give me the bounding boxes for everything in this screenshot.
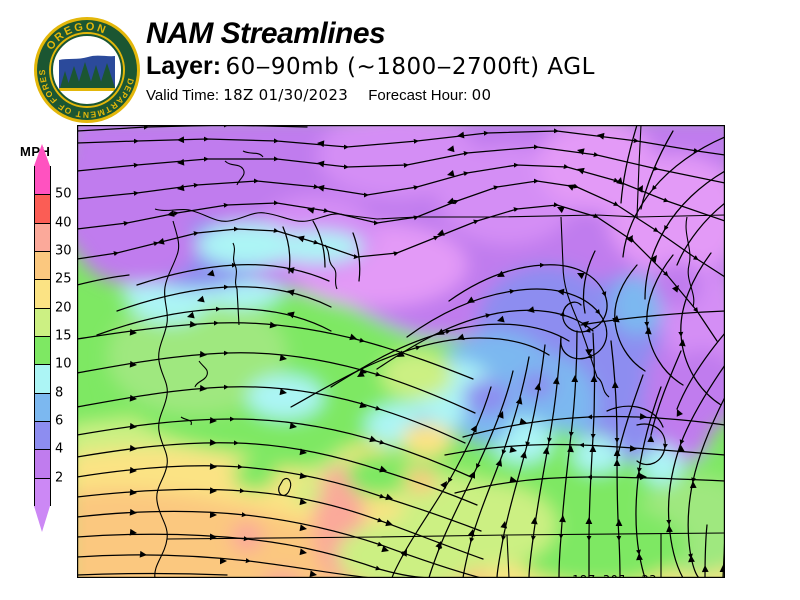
valid-time-value: 18Z 01/30/2023 (223, 86, 349, 104)
map-timestamp: 18Z 30Jan23 (572, 573, 657, 578)
forecast-hour-label: Forecast Hour: (368, 87, 468, 104)
layer-label: Layer: (146, 51, 222, 80)
streamline-map[interactable]: 18Z 30Jan23 (77, 125, 725, 578)
page-title: NAM Streamlines (146, 17, 386, 50)
streamlines (77, 125, 725, 578)
colorbar-tick-line (34, 421, 51, 422)
colorbar-tick-label: 10 (55, 356, 72, 372)
colorbar-band (34, 477, 51, 506)
colorbar-top-arrow (34, 144, 50, 166)
colorbar-tick-line (34, 194, 51, 196)
header: OREGON DEPARTMENT OF FORESTRY NAM Stream… (0, 0, 800, 123)
colorbar-tick-label: 6 (55, 413, 64, 429)
time-line: Valid Time: 18Z 01/30/2023 Forecast Hour… (146, 86, 595, 104)
colorbar-tick-label: 50 (55, 186, 72, 202)
colorbar-tick-line (34, 222, 51, 224)
streamline-arrowheads (129, 131, 725, 578)
colorbar-band (34, 194, 51, 223)
forecast-hour-value: 00 (471, 86, 492, 104)
colorbar-band (34, 421, 51, 450)
colorbar-band (34, 251, 51, 280)
colorbar-tick-line (34, 364, 51, 366)
map-canvas (77, 125, 725, 578)
colorbar-band (34, 364, 51, 393)
colorbar-band (34, 222, 51, 251)
colorbar-band (34, 166, 51, 195)
colorbar-tick-label: 8 (55, 385, 64, 401)
colorbar-tick-line (34, 279, 51, 281)
colorbar-tick-line (34, 307, 51, 309)
colorbar-bottom-arrow (34, 506, 50, 532)
colorbar-tick-line (34, 449, 51, 451)
colorbar-tick-label: 4 (55, 441, 64, 457)
colorbar-tick-label: 15 (55, 328, 72, 344)
colorbar-band (34, 279, 51, 308)
layer-line: Layer: 60‒90mb (~1800‒2700ft) AGL (146, 51, 595, 81)
colorbar-tick-label: 20 (55, 300, 72, 316)
colorbar-band (34, 336, 51, 365)
colorbar-tick-label: 40 (55, 215, 72, 231)
colorbar-tick-line (34, 336, 51, 337)
layer-value: 60‒90mb (~1800‒2700ft) AGL (225, 53, 595, 80)
colorbar-tick-label: 30 (55, 243, 72, 259)
colorbar-tick-line (34, 392, 51, 394)
title-block: NAM Streamlines Layer: 60‒90mb (~1800‒27… (146, 18, 595, 104)
colorbar-legend: MPH 50 40 30 25 20 15 10 8 6 4 2 (0, 130, 76, 532)
colorbar: 50 40 30 25 20 15 10 8 6 4 2 (33, 143, 72, 532)
colorbar-band (34, 449, 51, 478)
colorbar-tick-label: 25 (55, 271, 72, 287)
colorbar-tick-label: 2 (55, 470, 64, 486)
colorbar-band (34, 392, 51, 421)
colorbar-band (34, 307, 51, 336)
oregon-department-of-forestry-seal: OREGON DEPARTMENT OF FORESTRY (30, 8, 141, 124)
colorbar-tick-line (34, 477, 51, 479)
colorbar-tick-line (34, 251, 51, 252)
valid-time-label: Valid Time: (146, 87, 220, 104)
